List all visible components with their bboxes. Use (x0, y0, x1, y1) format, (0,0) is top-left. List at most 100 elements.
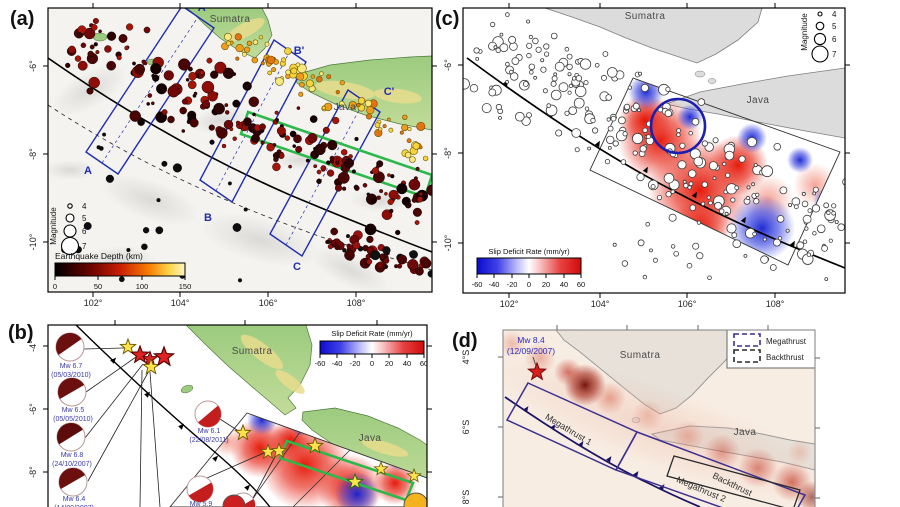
earthquake-dot (495, 103, 502, 111)
earthquake-dot (688, 130, 693, 136)
earthquake-dot (701, 181, 708, 188)
earthquake-dot (316, 75, 323, 83)
earthquake-dot (206, 57, 213, 64)
earthquake-dot (335, 157, 340, 162)
cut-symbol-yellow-b (403, 492, 427, 507)
earthquake-dot (639, 145, 647, 153)
map-frame-a (47, 7, 433, 293)
y-tick-label: -8° (443, 147, 453, 159)
earthquake-dot (104, 45, 112, 53)
earthquake-dot (143, 26, 151, 34)
earthquake-dot (395, 229, 401, 236)
earthquake-dot (224, 103, 229, 108)
earthquake-dot (275, 77, 284, 86)
earthquake-dot (248, 96, 260, 108)
slip-colorbar-gradient-b (319, 340, 425, 355)
earthquake-dot (296, 106, 301, 110)
colorbar-tick: -60 (315, 359, 326, 368)
earthquake-dot (725, 172, 731, 178)
earthquake-dot (409, 156, 416, 163)
earthquake-dot (676, 132, 681, 137)
earthquake-dot (804, 226, 809, 231)
earthquake-dot (591, 127, 599, 134)
earthquake-dot (564, 46, 570, 52)
earthquake-dot (488, 88, 497, 97)
earthquake-dot (510, 72, 519, 81)
earthquake-dot (594, 63, 600, 68)
earthquake-dot (188, 71, 197, 81)
earthquake-dot (275, 118, 280, 122)
earthquake-dot (370, 197, 376, 203)
earthquake-dot (640, 83, 650, 93)
earthquake-dot (688, 169, 697, 178)
section-box-aa (85, 8, 215, 175)
earthquake-dot (463, 78, 470, 90)
event-leader-line (532, 356, 537, 367)
earthquake-dot (338, 100, 345, 107)
earthquake-dot (156, 198, 161, 203)
event-date-label: (12/09/2007) (507, 346, 555, 356)
earthquake-dot (706, 195, 711, 200)
earthquake-dot (791, 197, 801, 206)
depth-colorbar-a: Earthquake Depth (km) 0 50 100 150 (53, 251, 191, 291)
earthquake-dot (243, 117, 252, 126)
earthquake-dot (93, 42, 98, 47)
earthquake-dot (621, 260, 629, 267)
earthquake-dot (638, 71, 643, 76)
earthquake-dot (602, 51, 609, 57)
earthquake-dot (341, 149, 348, 156)
earthquake-dot (732, 239, 742, 249)
earthquake-dot (812, 231, 817, 236)
event-mw-label: Mw 8.4 (517, 335, 545, 345)
earthquake-dot (237, 278, 243, 283)
earthquake-dot (401, 196, 411, 206)
earthquake-dot (314, 143, 326, 156)
beachball-quadrant (232, 499, 255, 507)
earthquake-dot (761, 165, 774, 178)
earthquake-dot (74, 55, 82, 62)
focal-mw-label: Mw 6.1 (198, 428, 221, 435)
map-frame-b (47, 324, 428, 507)
earthquake-dot (310, 74, 316, 79)
sumatra-label-b: Sumatra (232, 346, 273, 357)
earthquake-dot (606, 117, 611, 122)
earthquake-dot (409, 250, 418, 259)
earthquake-dot (665, 191, 672, 198)
earthquake-dot (397, 254, 408, 265)
section-label-c: C (293, 261, 301, 273)
depth-colorbar-title: Earthquake Depth (km) (55, 251, 143, 261)
earthquake-dot (642, 127, 648, 133)
earthquake-dot (319, 71, 324, 76)
earthquake-dot (821, 244, 828, 252)
beachball-quadrant (198, 405, 221, 427)
earthquake-dot (181, 129, 186, 133)
earthquake-dot (412, 142, 420, 150)
earthquake-dot (824, 277, 829, 282)
earthquake-dot (208, 124, 215, 131)
earthquake-dot (689, 204, 697, 212)
earthquake-dot (102, 132, 107, 137)
earthquake-dot (427, 270, 432, 278)
earthquake-dot (526, 52, 532, 59)
earthquake-dot (327, 169, 335, 177)
magnitude-value: 5 (832, 22, 837, 31)
earthquake-dot (421, 258, 432, 269)
earthquake-dot (473, 47, 480, 54)
slip-field-outline-b (169, 412, 427, 507)
earthquake-dot (106, 31, 117, 41)
earthquake-dot (227, 181, 232, 186)
earthquake-dot (575, 75, 583, 82)
earthquake-dot (264, 41, 270, 47)
earthquake-dot (232, 136, 237, 141)
earthquake-dot (812, 186, 819, 193)
earthquake-dot (235, 43, 244, 53)
earthquake-dot (376, 261, 384, 269)
earthquake-dot (193, 91, 198, 96)
earthquake-dot (181, 98, 188, 105)
earthquake-dot (299, 81, 305, 88)
colorbar-tick: 150 (179, 282, 192, 291)
axis-ticks-b (43, 320, 432, 473)
earthquake-dot (571, 128, 581, 138)
earthquake-dot (656, 195, 663, 201)
